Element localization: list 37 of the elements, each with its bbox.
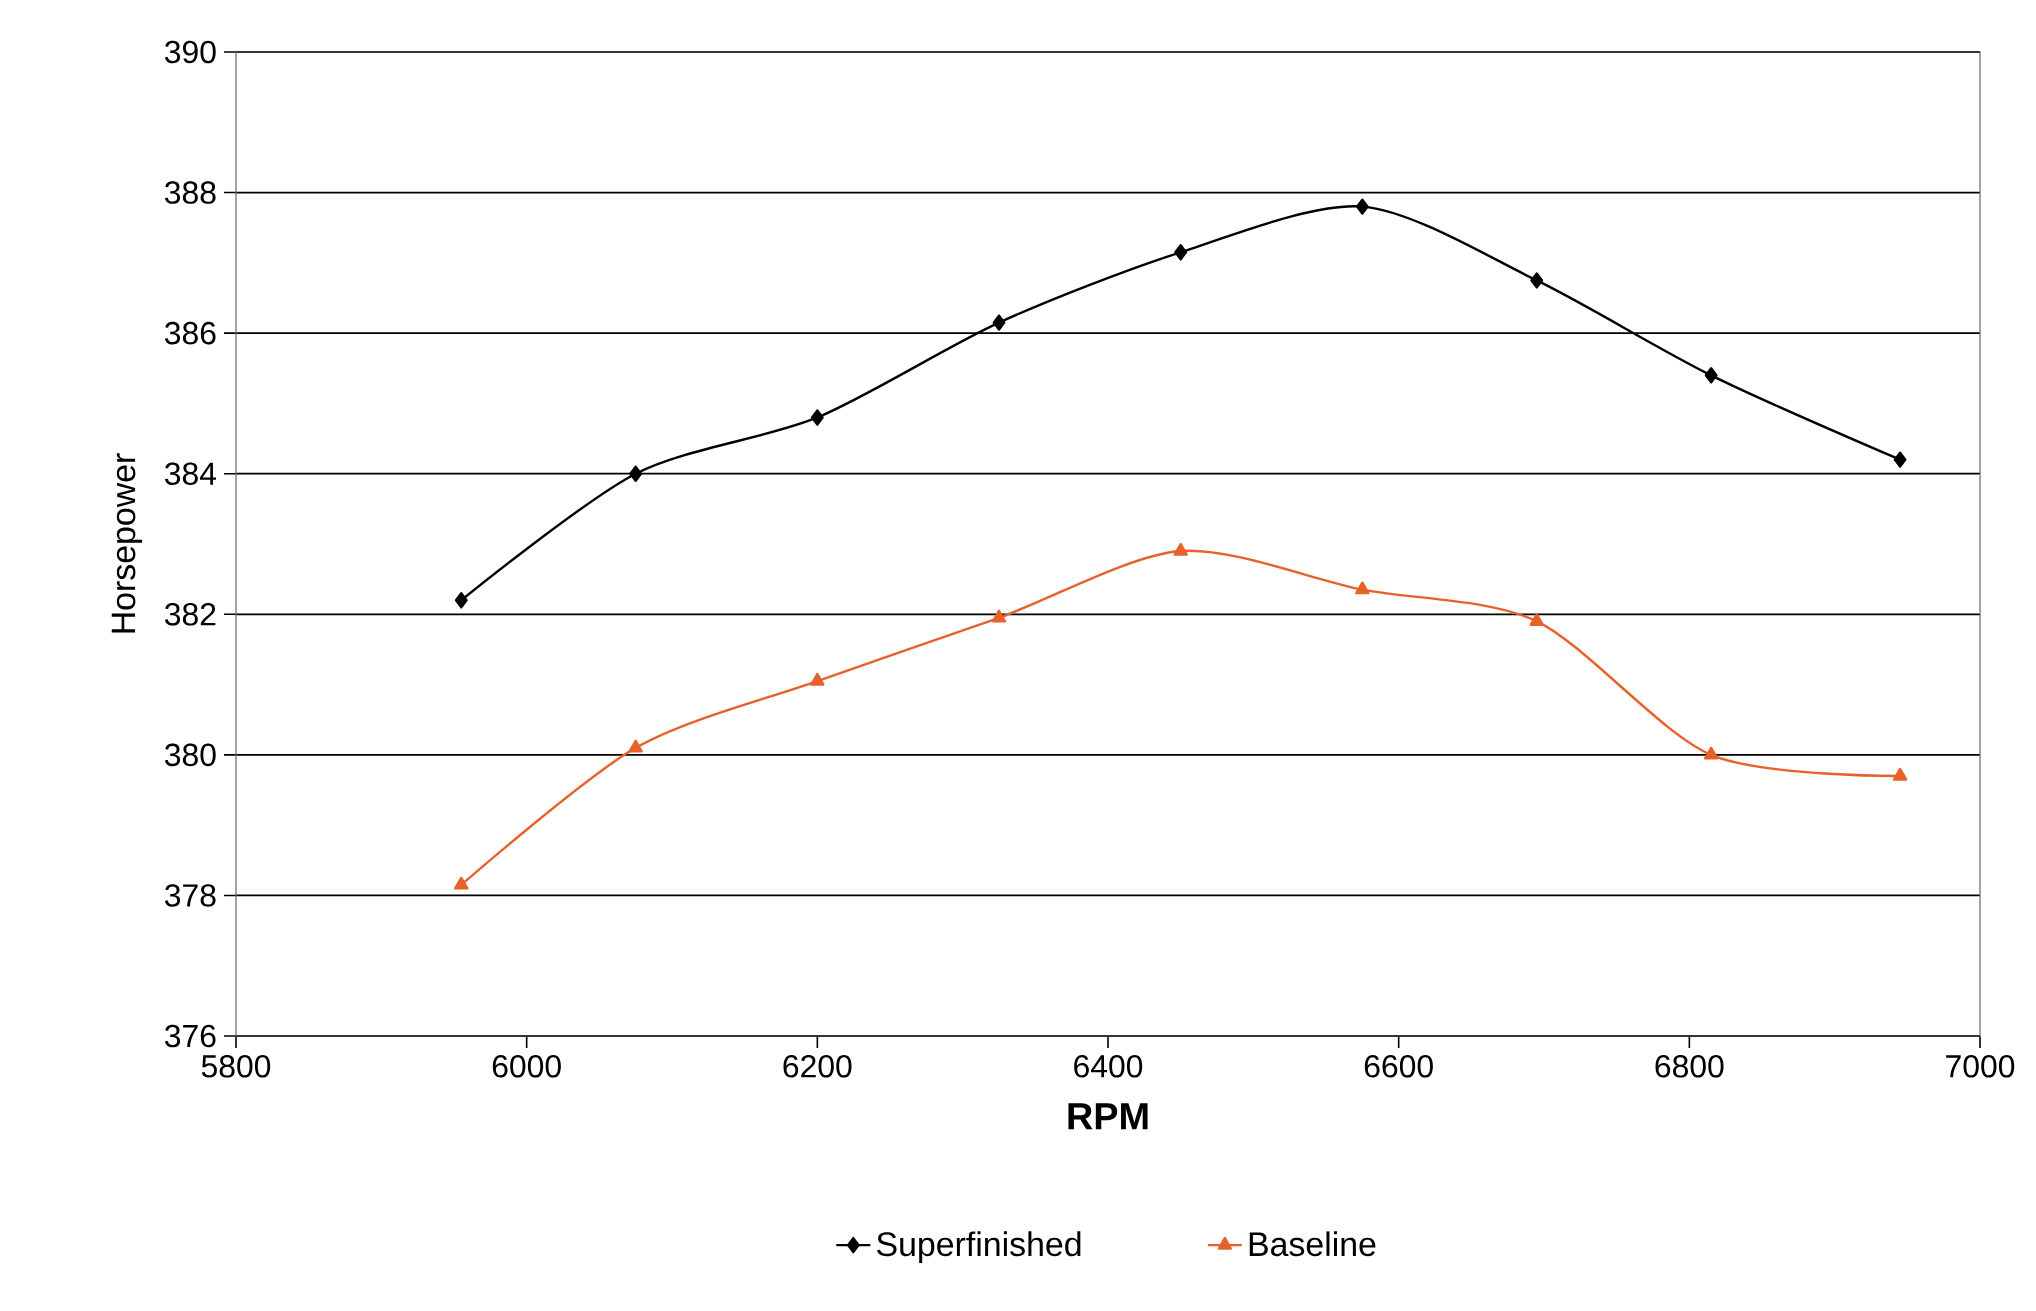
point bbox=[1703, 746, 1719, 760]
y-tick-label: 378 bbox=[164, 884, 216, 907]
legend-label: Superfinished bbox=[877, 1231, 1081, 1263]
x-tick-label: 6000 bbox=[492, 1055, 561, 1078]
x-tick-label: 5800 bbox=[201, 1055, 271, 1078]
x-tick-label: 7000 bbox=[1946, 1055, 2015, 1078]
point bbox=[810, 409, 824, 426]
point bbox=[1174, 244, 1188, 261]
y-axis-title: Horsepower bbox=[111, 453, 143, 633]
point bbox=[1892, 767, 1908, 781]
point bbox=[629, 465, 643, 482]
y-tick-label: 388 bbox=[164, 181, 216, 204]
point bbox=[991, 609, 1007, 623]
x-axis-title: RPM bbox=[1068, 1103, 1148, 1130]
y-tick-label: 390 bbox=[164, 40, 216, 64]
point bbox=[454, 876, 469, 890]
point bbox=[1173, 542, 1188, 556]
point bbox=[992, 314, 1006, 331]
x-tick-label: 6600 bbox=[1364, 1055, 1433, 1078]
y-tick-label: 376 bbox=[164, 1024, 216, 1048]
point bbox=[1355, 198, 1369, 215]
x-tick-label: 6200 bbox=[783, 1055, 852, 1078]
point bbox=[1530, 272, 1544, 289]
point bbox=[1893, 451, 1907, 468]
point bbox=[1704, 367, 1718, 384]
legend-label: Baseline bbox=[1249, 1231, 1376, 1257]
y-tick-label: 386 bbox=[164, 321, 216, 345]
x-tick-label: 6800 bbox=[1655, 1055, 1724, 1078]
x-tick-label: 6400 bbox=[1074, 1055, 1143, 1078]
point bbox=[454, 592, 468, 609]
y-tick-label: 380 bbox=[164, 743, 216, 767]
y-tick-label: 384 bbox=[164, 462, 216, 485]
point bbox=[1355, 581, 1370, 595]
point bbox=[810, 672, 825, 686]
y-tick-label: 382 bbox=[164, 603, 216, 626]
point bbox=[1529, 613, 1544, 626]
point bbox=[628, 739, 643, 753]
